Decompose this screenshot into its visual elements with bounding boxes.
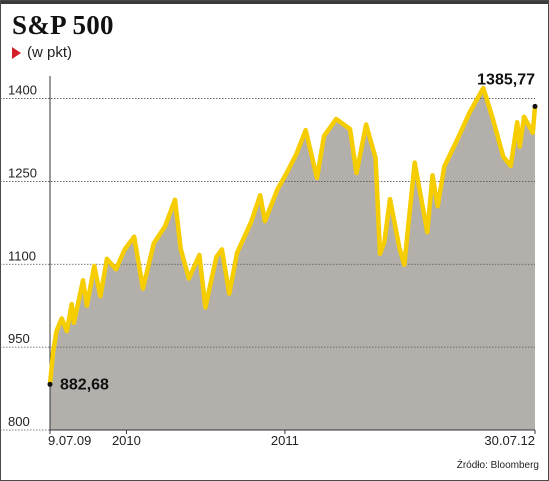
start-value-label: 882,68 (60, 376, 109, 393)
x-tick-label: 2010 (112, 433, 141, 448)
y-tick-label: 950 (8, 331, 30, 346)
y-tick-label: 1400 (8, 83, 37, 98)
y-tick-label: 1250 (8, 165, 37, 180)
start-point-marker (47, 381, 53, 387)
x-tick-label: 2011 (271, 433, 299, 448)
end-point-marker (532, 103, 538, 109)
end-value-label: 1385,77 (477, 71, 535, 88)
x-tick-label: 30.07.12 (484, 433, 535, 448)
source-label: Źródło: Bloomberg (456, 460, 539, 471)
chart-subtitle-text: (w pkt) (27, 44, 72, 61)
chart-title: S&P 500 (12, 10, 114, 40)
series-line (47, 85, 538, 387)
triangle-marker-icon (12, 46, 21, 59)
x-tick-label: 9.07.09 (48, 433, 91, 448)
top-rule (0, 0, 549, 4)
y-tick-label: 800 (8, 414, 30, 429)
chart-subtitle: (w pkt) (12, 44, 72, 61)
y-tick-label: 1100 (8, 248, 36, 263)
